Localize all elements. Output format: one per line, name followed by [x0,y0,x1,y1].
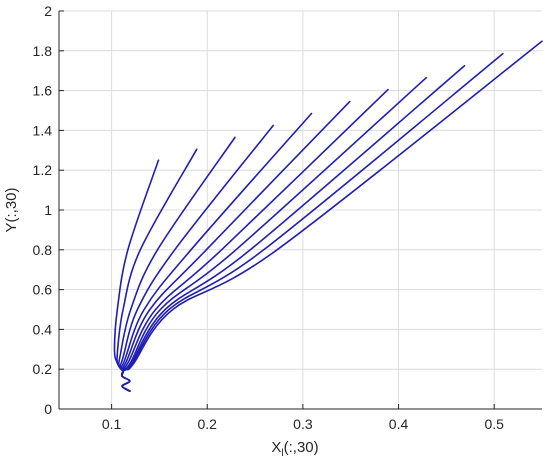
y-tick-label: 0.4 [33,321,53,337]
series-line-9 [120,64,466,392]
series-line-6 [121,100,351,392]
x-tick-label: 0.4 [389,416,409,432]
axes [58,10,542,410]
y-tick-label: 1 [44,202,52,218]
tick-labels: 0.1 0.2 0.3 0.4 0.5 0 0.2 0.4 0.6 0.8 1 1.2 1.4 1.6 1.… [33,3,505,432]
y-tick-label: 0 [44,401,52,417]
y-axis-label: Y(:,30) [3,187,20,232]
x-tick-label: 0.5 [484,416,504,432]
y-tick-label: 1.4 [33,122,53,138]
series-line-7 [120,88,389,392]
y-tick-label: 0.8 [33,242,53,258]
series-line-11 [120,40,543,392]
x-axis-label-rest: (:,30) [284,439,319,456]
y-tick-label: 0.6 [33,282,53,298]
series-line-5 [120,112,313,392]
x-axis-label: Xl(:,30) [271,439,318,459]
x-tick-label: 0.1 [102,416,122,432]
y-tick-label: 1.8 [33,43,53,59]
series-group [113,40,543,392]
x-axis-label-main: X [271,439,281,456]
y-tick-label: 1.2 [33,162,53,178]
x-axis-label-subscript: l [281,448,283,459]
y-tick-label: 2 [44,3,52,19]
y-tick-label: 1.6 [33,83,53,99]
x-tick-label: 0.2 [198,416,218,432]
x-tick-label: 0.3 [293,416,313,432]
y-tick-label: 0.2 [33,361,53,377]
series-line-4 [119,124,275,392]
